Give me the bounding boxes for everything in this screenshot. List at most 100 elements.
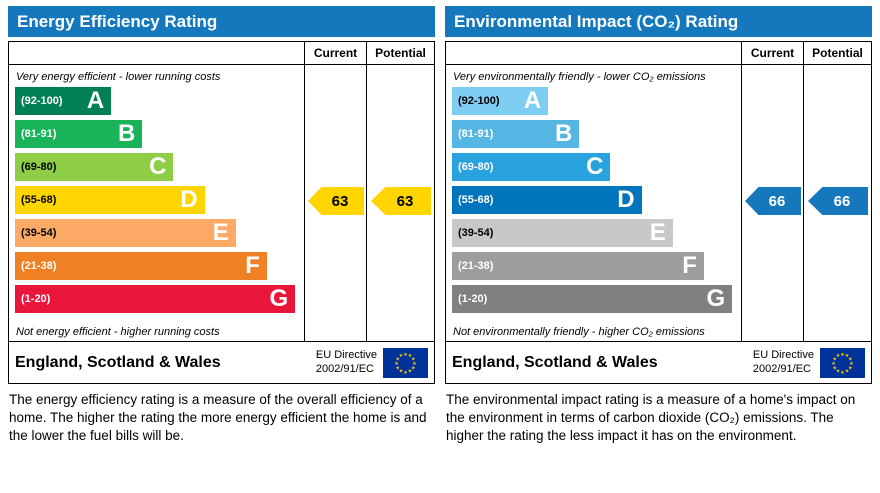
svg-text:★: ★ (836, 368, 841, 374)
svg-text:★: ★ (399, 353, 404, 359)
band-range: (55-68) (458, 194, 494, 206)
svg-text:★: ★ (848, 356, 853, 362)
svg-text:★: ★ (840, 369, 845, 375)
directive-line2: 2002/91/EC (315, 362, 374, 375)
band-letter: F (245, 252, 260, 279)
band-letter: A (86, 87, 105, 114)
svg-text:★: ★ (845, 353, 850, 359)
bottom-note: Not environmentally friendly - higher CO… (453, 326, 705, 338)
svg-text:★: ★ (403, 369, 408, 375)
band-letter: C (149, 153, 167, 180)
eu-directive-label: EU Directive 2002/91/EC (316, 349, 377, 377)
potential-column: 63 (366, 65, 434, 341)
chart-footer: England, Scotland & Wales EU Directive 2… (446, 341, 871, 383)
svg-text:★: ★ (403, 351, 408, 357)
band-range: (55-68) (21, 194, 57, 206)
band-letter: A (523, 87, 542, 114)
band-b: (81-91) B (15, 120, 143, 148)
current-rating-arrow: 63 (308, 187, 364, 215)
band-e: (39-54) E (15, 219, 236, 247)
band-d: (55-68) D (452, 186, 642, 214)
band-letter: D (180, 186, 198, 213)
band-letter: E (212, 219, 229, 246)
energy-efficiency-panel: Energy Efficiency Rating Current Potenti… (8, 6, 435, 487)
column-header-row: Current Potential (9, 42, 434, 65)
potential-column-header: Potential (803, 42, 871, 64)
svg-text:★: ★ (399, 368, 404, 374)
potential-column: 66 (803, 65, 871, 341)
environment-description: The environmental impact rating is a mea… (446, 392, 856, 443)
svg-text:★: ★ (408, 353, 413, 359)
band-letter: G (269, 285, 289, 312)
band-range: (69-80) (21, 161, 57, 173)
band-range: (21-38) (21, 260, 57, 272)
band-f: (21-38) F (15, 252, 267, 280)
region-label: England, Scotland & Wales (452, 353, 658, 371)
band-letter: B (118, 120, 136, 147)
svg-text:★: ★ (836, 353, 841, 359)
svg-text:★: ★ (412, 360, 417, 366)
band-range: (39-54) (21, 227, 57, 239)
svg-text:★: ★ (832, 365, 837, 371)
band-letter: E (649, 219, 666, 246)
chart-main: Very environmentally friendly - lower CO… (446, 65, 871, 341)
band-range: (92-100) (21, 95, 63, 107)
svg-text:★: ★ (395, 365, 400, 371)
svg-text:★: ★ (849, 360, 854, 366)
band-range: (39-54) (458, 227, 494, 239)
band-range: (81-91) (458, 128, 494, 140)
band-letter: D (617, 186, 635, 213)
potential-column-header: Potential (366, 42, 434, 64)
current-column: 63 (304, 65, 366, 341)
directive-line1: EU Directive (315, 348, 377, 361)
band-range: (81-91) (21, 128, 57, 140)
svg-text:★: ★ (411, 365, 416, 371)
band-letter: F (682, 252, 697, 279)
bottom-note: Not energy efficient - higher running co… (16, 326, 220, 338)
current-column-header: Current (741, 42, 803, 64)
band-range: (1-20) (21, 293, 51, 305)
svg-text:★: ★ (831, 360, 836, 366)
svg-text:★: ★ (832, 356, 837, 362)
eu-directive-label: EU Directive 2002/91/EC (753, 349, 814, 377)
chart-footer: England, Scotland & Wales EU Directive 2… (9, 341, 434, 383)
directive-line1: EU Directive (752, 348, 814, 361)
current-column: 66 (741, 65, 803, 341)
potential-rating-arrow: 66 (808, 187, 868, 215)
band-b: (81-91) B (452, 120, 580, 148)
environmental-impact-panel: Environmental Impact (CO₂) Rating Curren… (445, 6, 872, 487)
band-range: (21-38) (458, 260, 494, 272)
energy-chart: Current Potential Very energy efficient … (8, 41, 435, 384)
spacer (9, 42, 304, 64)
svg-text:★: ★ (845, 368, 850, 374)
eu-flag-icon: ★ ★★ ★★★ ★★★ ★★★ (820, 347, 865, 378)
column-header-row: Current Potential (446, 42, 871, 65)
band-f: (21-38) F (452, 252, 704, 280)
svg-text:★: ★ (840, 351, 845, 357)
band-a: (92-100) A (15, 87, 112, 115)
band-letter: G (706, 285, 726, 312)
band-letter: C (586, 153, 604, 180)
band-range: (69-80) (458, 161, 494, 173)
energy-description: The energy efficiency rating is a measur… (9, 392, 427, 443)
top-note: Very energy efficient - lower running co… (16, 71, 221, 83)
svg-text:★: ★ (411, 356, 416, 362)
environment-panel-title: Environmental Impact (CO₂) Rating (445, 6, 872, 37)
band-c: (69-80) C (452, 153, 611, 181)
directive-line2: 2002/91/EC (752, 362, 811, 375)
svg-text:★: ★ (408, 368, 413, 374)
potential-rating-arrow: 63 (371, 187, 431, 215)
bands-area: Very environmentally friendly - lower CO… (446, 65, 741, 341)
eu-flag-icon: ★ ★★ ★★★ ★★★ ★★★ (383, 347, 428, 378)
environment-chart: Current Potential Very environmentally f… (445, 41, 872, 384)
band-a: (92-100) A (452, 87, 549, 115)
svg-text:★: ★ (848, 365, 853, 371)
band-d: (55-68) D (15, 186, 205, 214)
top-note: Very environmentally friendly - lower CO… (453, 71, 706, 83)
band-g: (1-20) G (452, 285, 733, 313)
band-range: (92-100) (458, 95, 500, 107)
energy-panel-title: Energy Efficiency Rating (8, 6, 435, 37)
spacer (446, 42, 741, 64)
current-rating-arrow: 66 (745, 187, 801, 215)
